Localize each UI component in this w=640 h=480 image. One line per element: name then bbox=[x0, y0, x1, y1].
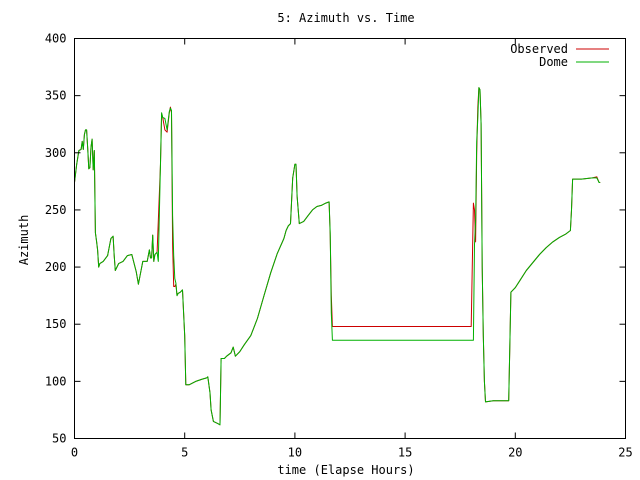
chart-title: 5: Azimuth vs. Time bbox=[277, 11, 414, 25]
y-tick-label: 50 bbox=[52, 432, 66, 446]
y-tick-label: 400 bbox=[45, 32, 67, 46]
y-tick-label: 300 bbox=[45, 146, 67, 160]
legend-label: Dome bbox=[539, 55, 568, 69]
series-layer bbox=[74, 87, 601, 426]
y-axis-label: Azimuth bbox=[17, 215, 31, 266]
x-tick-label: 10 bbox=[288, 446, 302, 460]
legend-label: Observed bbox=[510, 42, 568, 56]
x-tick-label: 25 bbox=[618, 446, 632, 460]
x-tick-label: 5 bbox=[181, 446, 188, 460]
x-tick-label: 20 bbox=[508, 446, 522, 460]
axes-layer: 0 5 10 15 20 25 50 100 150 200 250 300 350 400 bbox=[45, 32, 633, 460]
y-tick-label: 150 bbox=[45, 317, 67, 331]
y-tick-label: 200 bbox=[45, 260, 67, 274]
x-tick-label: 15 bbox=[398, 446, 412, 460]
y-tick-label: 100 bbox=[45, 374, 67, 388]
y-tick-label: 250 bbox=[45, 203, 67, 217]
y-tick-label: 350 bbox=[45, 89, 67, 103]
series-line-dome bbox=[74, 87, 601, 426]
plot-frame bbox=[74, 38, 626, 439]
x-tick-label: 0 bbox=[71, 446, 78, 460]
x-axis-label: time (Elapse Hours) bbox=[277, 463, 414, 477]
